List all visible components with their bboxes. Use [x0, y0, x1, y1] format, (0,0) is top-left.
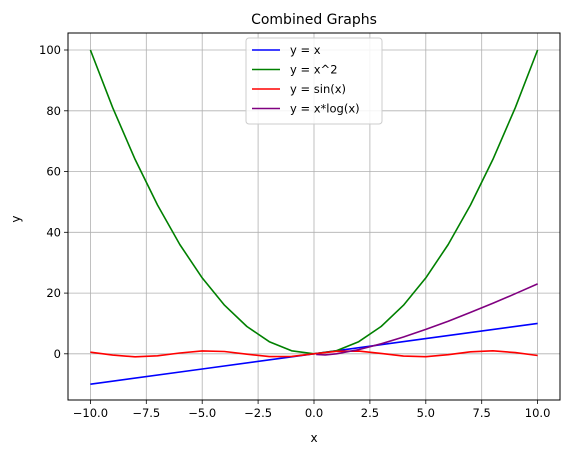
y-tick-label: 80: [46, 104, 61, 118]
x-tick-label: −7.5: [132, 406, 160, 420]
legend-box: [245, 37, 383, 125]
plot-lines: [89, 49, 539, 385]
x-axis-label: x: [310, 431, 317, 445]
series-line-y-sin-x: [90, 349, 538, 358]
axis-ticks: −10.0 −7.5 −5.0 −2.5 0.0 2.5 5.0 7.5 10.0 0 20 40 60…: [39, 43, 550, 420]
x-tick-label: 0.0: [305, 406, 323, 420]
y-tick-label: 100: [39, 43, 61, 57]
legend-label: y = x: [290, 43, 321, 57]
x-tick-label: 2.5: [361, 406, 379, 420]
series-line-y-x-log-x: [316, 283, 538, 356]
legend-label: y = sin(x): [290, 82, 346, 96]
legend-label: y = x*log(x): [290, 102, 360, 116]
chart-title: Combined Graphs: [251, 12, 377, 28]
legend-label: y = x^2: [290, 63, 338, 77]
x-tick-label: −5.0: [188, 406, 216, 420]
y-axis-label: y: [9, 215, 23, 222]
x-tick-label: −2.5: [244, 406, 272, 420]
y-tick-label: 0: [54, 347, 61, 361]
x-tick-label: 7.5: [473, 406, 491, 420]
y-tick-label: 40: [46, 225, 61, 239]
x-tick-label: 10.0: [525, 406, 551, 420]
legend: y = x y = x^2 y = sin(x) y = x*log(x): [245, 37, 383, 125]
y-tick-label: 20: [46, 286, 61, 300]
x-tick-label: −10.0: [73, 406, 108, 420]
x-tick-label: 5.0: [417, 406, 435, 420]
y-tick-label: 60: [46, 165, 61, 179]
